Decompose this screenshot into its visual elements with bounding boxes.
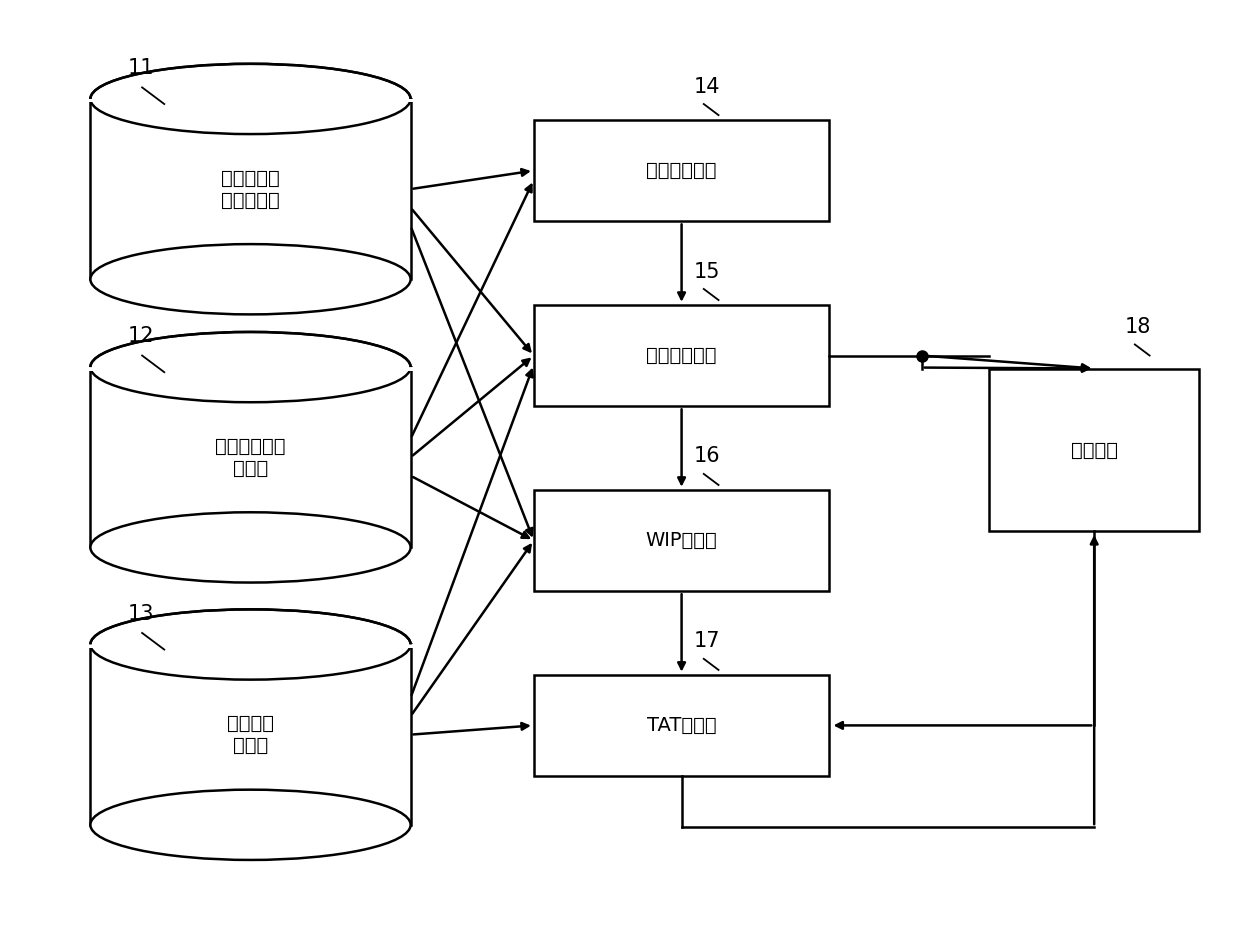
- Text: 18: 18: [1125, 317, 1152, 337]
- FancyBboxPatch shape: [533, 119, 830, 221]
- Text: 15: 15: [694, 261, 720, 282]
- Ellipse shape: [91, 63, 410, 134]
- Text: TAT计算部: TAT计算部: [647, 716, 717, 735]
- Text: 待机率计算部: 待机率计算部: [646, 161, 717, 180]
- Polygon shape: [91, 367, 410, 548]
- Text: 输出装置: 输出装置: [1070, 440, 1117, 460]
- Polygon shape: [84, 99, 417, 103]
- FancyBboxPatch shape: [533, 490, 830, 592]
- FancyBboxPatch shape: [533, 305, 830, 407]
- FancyBboxPatch shape: [990, 369, 1199, 531]
- Text: 13: 13: [128, 604, 154, 623]
- Polygon shape: [91, 645, 410, 825]
- Text: 17: 17: [694, 632, 720, 651]
- Ellipse shape: [91, 609, 410, 679]
- Text: WIP计算部: WIP计算部: [646, 531, 718, 550]
- Text: 到达数据
存储部: 到达数据 存储部: [227, 714, 274, 755]
- Ellipse shape: [91, 332, 410, 402]
- Polygon shape: [84, 367, 417, 370]
- Text: 14: 14: [694, 77, 720, 97]
- Text: 16: 16: [694, 447, 720, 466]
- Ellipse shape: [91, 244, 410, 314]
- Polygon shape: [84, 645, 417, 648]
- FancyBboxPatch shape: [533, 675, 830, 776]
- Text: 工序列构成
数据存储部: 工序列构成 数据存储部: [221, 169, 280, 210]
- Text: 11: 11: [128, 58, 154, 78]
- Polygon shape: [91, 99, 410, 279]
- Text: 生产率计算部: 生产率计算部: [646, 346, 717, 365]
- Ellipse shape: [91, 512, 410, 582]
- Text: 装置能力数据
存储部: 装置能力数据 存储部: [216, 437, 285, 478]
- Text: 12: 12: [128, 327, 154, 346]
- Ellipse shape: [91, 789, 410, 860]
